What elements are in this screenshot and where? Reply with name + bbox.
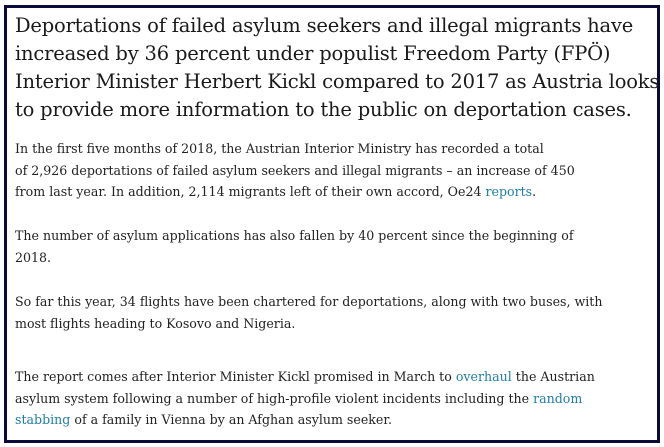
text-segment: of a family in Vienna by an Afghan asylu… xyxy=(70,412,393,427)
paragraph-line: stabbing of a family in Vienna by an Afg… xyxy=(15,409,655,431)
text-segment: The report comes after Interior Minister… xyxy=(15,369,456,384)
text-segment: In the first five months of 2018, the Au… xyxy=(15,141,544,156)
paragraph-line: In the first five months of 2018, the Au… xyxy=(15,138,655,160)
paragraph-3: So far this year, 34 flights have been c… xyxy=(15,291,655,334)
text-segment: The number of asylum applications has al… xyxy=(15,228,574,243)
text-segment: from last year. In addition, 2,114 migra… xyxy=(15,184,486,199)
paragraph-2: The number of asylum applications has al… xyxy=(15,225,655,268)
article-link[interactable]: reports xyxy=(485,184,533,199)
paragraph-4: The report comes after Interior Minister… xyxy=(15,366,655,431)
article-headline: Deportations of failed asylum seekers an… xyxy=(15,12,660,124)
paragraph-line: 2018. xyxy=(15,247,655,269)
article-link[interactable]: stabbing xyxy=(15,412,71,427)
text-segment: asylum system following a number of high… xyxy=(15,390,534,406)
text-segment: . xyxy=(532,184,537,199)
article-frame: Deportations of failed asylum seekers an… xyxy=(4,5,660,443)
text-segment: the Austrian xyxy=(511,369,595,384)
paragraph-line: from last year. In addition, 2,114 migra… xyxy=(15,181,655,203)
headline-line: Deportations of failed asylum seekers an… xyxy=(15,14,634,37)
paragraph-line: The number of asylum applications has al… xyxy=(15,225,655,247)
text-segment: So far this year, 34 flights have been c… xyxy=(15,294,603,309)
text-segment: of 2,926 deportations of failed asylum s… xyxy=(15,162,575,178)
article-link[interactable]: random xyxy=(533,390,583,406)
paragraph-line: most flights heading to Kosovo and Niger… xyxy=(15,313,655,335)
headline-line: increased by 36 percent under populist F… xyxy=(15,42,611,65)
text-segment: most flights heading to Kosovo and Niger… xyxy=(15,315,296,331)
text-segment: 2018. xyxy=(15,249,52,265)
headline-line: Interior Minister Herbert Kickl compared… xyxy=(15,70,660,93)
article-link[interactable]: overhaul xyxy=(455,369,512,384)
paragraph-line: of 2,926 deportations of failed asylum s… xyxy=(15,160,655,182)
paragraph-1: In the first five months of 2018, the Au… xyxy=(15,138,655,203)
paragraph-line: So far this year, 34 flights have been c… xyxy=(15,291,655,313)
paragraph-line: The report comes after Interior Minister… xyxy=(15,366,655,388)
headline-line: to provide more information to the publi… xyxy=(15,98,632,121)
paragraph-line: asylum system following a number of high… xyxy=(15,388,655,410)
